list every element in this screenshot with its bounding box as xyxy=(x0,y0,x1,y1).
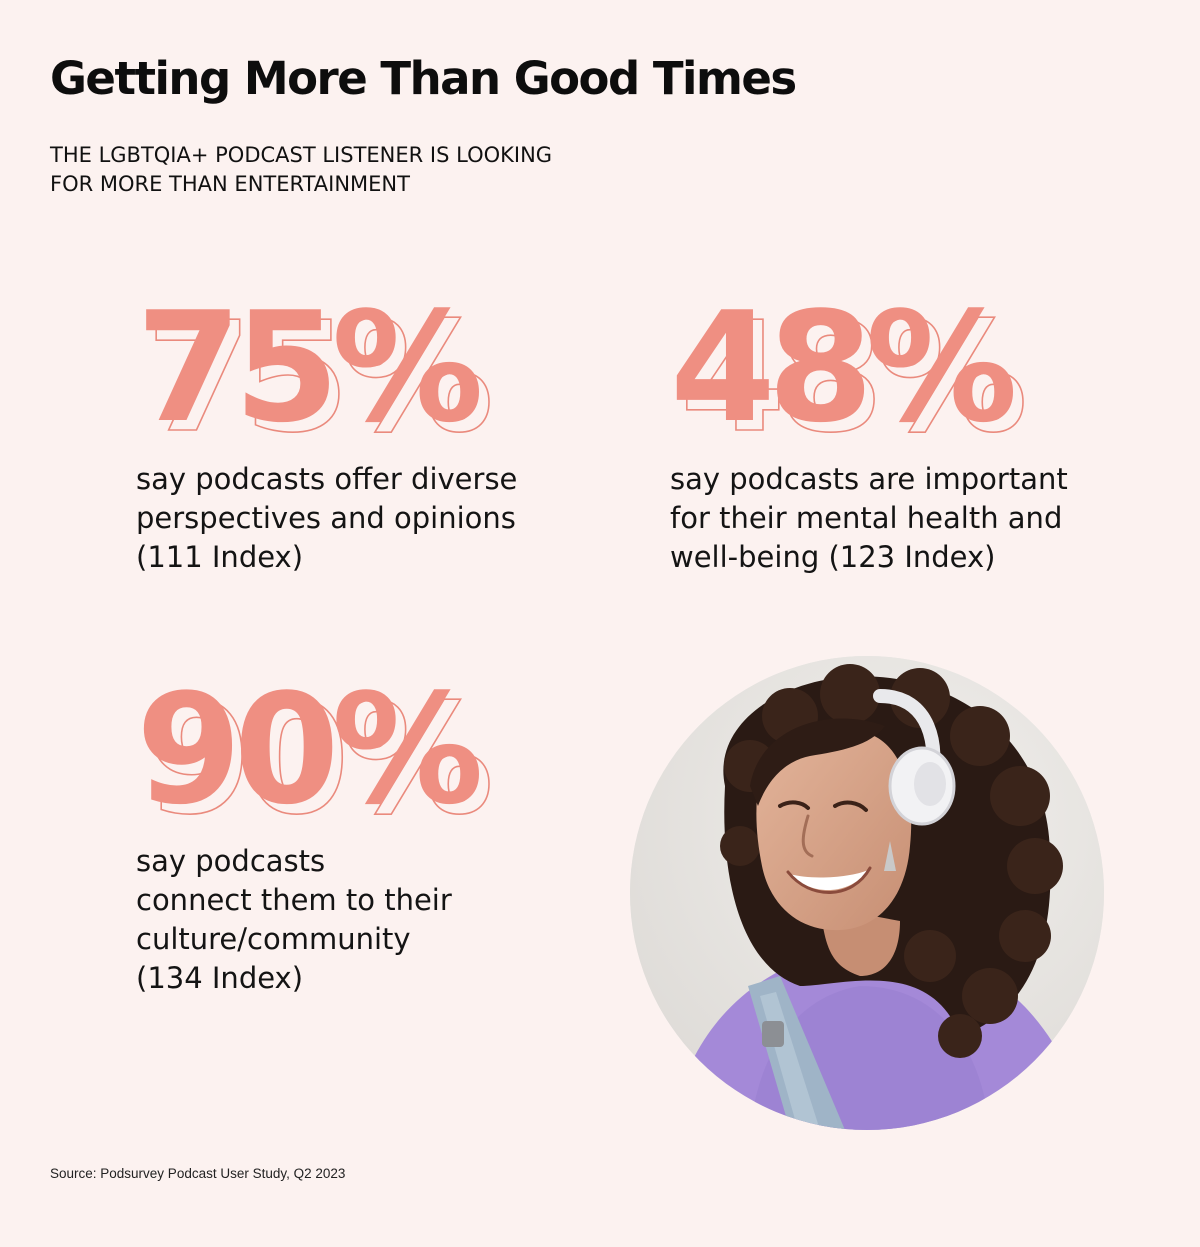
stat-description-line: for their mental health and xyxy=(670,501,1063,535)
stat-figure-outline: 90% xyxy=(146,671,490,848)
page-title: Getting More Than Good Times xyxy=(50,52,797,105)
stat-description-line: connect them to their xyxy=(136,883,452,917)
subtitle-line: FOR MORE THAN ENTERTAINMENT xyxy=(50,172,410,196)
stat-block-mental-health: 48% 48% say podcasts are important for t… xyxy=(670,279,1068,577)
stat-figure-solid: 48% xyxy=(670,279,1014,456)
stat-description-line: (134 Index) xyxy=(136,961,304,995)
stat-description-line: well-being (123 Index) xyxy=(670,540,996,574)
stat-description: say podcasts are important for their men… xyxy=(670,460,1068,577)
stat-figure-outline: 48% xyxy=(680,289,1024,466)
stat-description-line: culture/community xyxy=(136,922,411,956)
stat-description-line: say podcasts are important xyxy=(670,462,1068,496)
stat-description-line: say podcasts xyxy=(136,844,326,878)
stat-description: say podcasts offer diverse perspectives … xyxy=(136,460,517,577)
stat-figure-solid: 90% xyxy=(136,661,480,838)
listener-photo xyxy=(630,656,1104,1130)
source-note: Source: Podsurvey Podcast User Study, Q2… xyxy=(50,1166,346,1181)
stat-figure-solid: 75% xyxy=(136,279,480,456)
stat-figure-90: 90% 90% xyxy=(136,661,498,849)
stat-block-culture-community: 90% 90% say podcasts connect them to the… xyxy=(136,661,516,998)
stat-description-line: perspectives and opinions xyxy=(136,501,516,535)
subtitle-line: THE LGBTQIA+ PODCAST LISTENER IS LOOKING xyxy=(50,143,553,167)
stat-description-line: say podcasts offer diverse xyxy=(136,462,518,496)
stat-figure-48: 48% 48% xyxy=(670,279,1032,467)
page-subtitle: THE LGBTQIA+ PODCAST LISTENER IS LOOKING… xyxy=(50,141,670,199)
person-with-headphones-illustration xyxy=(630,656,1104,1130)
stat-description-line: (111 Index) xyxy=(136,540,304,574)
stat-description: say podcasts connect them to their cultu… xyxy=(136,842,516,998)
stat-block-diverse-perspectives: 75% 75% say podcasts offer diverse persp… xyxy=(136,279,517,577)
stat-figure-outline: 75% xyxy=(146,289,490,466)
stat-figure-75: 75% 75% xyxy=(136,279,498,467)
